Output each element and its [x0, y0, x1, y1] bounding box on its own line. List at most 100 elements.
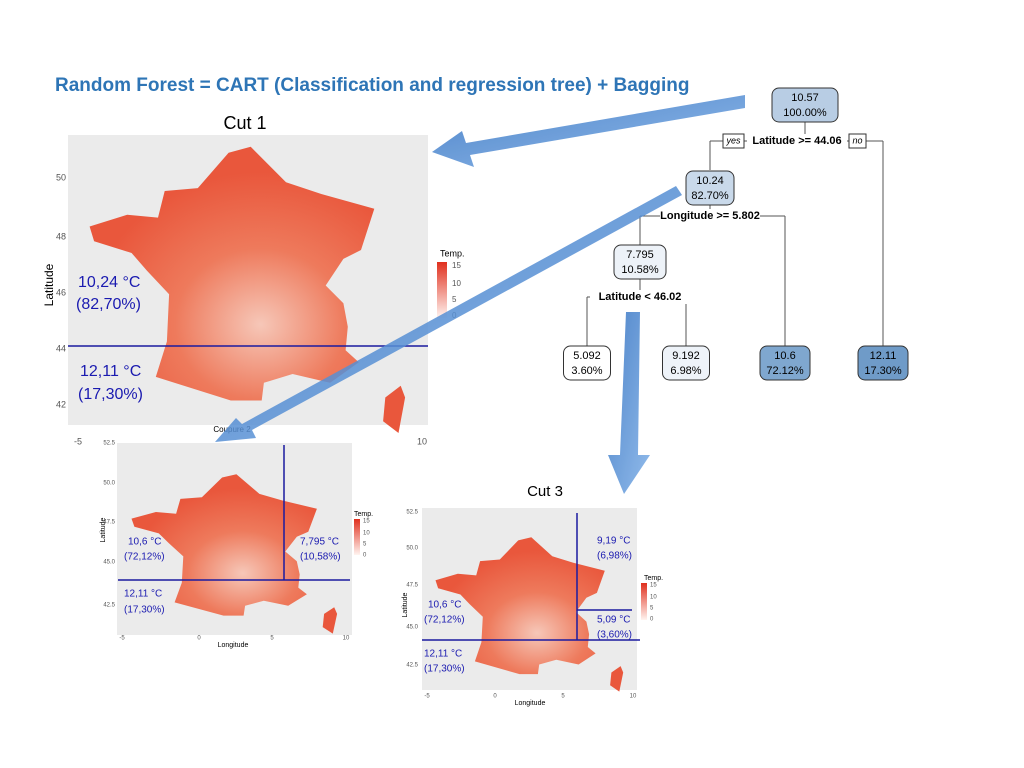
node-value: 10.24: [696, 175, 724, 187]
y-tick-label: 42.5: [406, 663, 418, 669]
legend-tick-label: 10: [650, 595, 657, 601]
x-tick-label: 10: [630, 694, 637, 700]
y-tick-label: 50: [56, 172, 66, 182]
tree-node: [771, 87, 839, 123]
region-label: (6,98%): [597, 551, 632, 562]
node-value: 12.11: [870, 350, 897, 362]
arrows: [215, 95, 745, 494]
x-axis-label: Longitude: [218, 642, 249, 649]
legend-title: Temp.: [440, 248, 465, 258]
decision-tree: 10.57 100.00% 10.24 82.70% 7.795 10.58% 5.092 3…: [563, 87, 909, 381]
arrow: [432, 95, 745, 167]
no-label: no: [852, 135, 862, 145]
tree-node: [563, 345, 611, 381]
node-value: 10.6: [774, 350, 795, 362]
no-box: [848, 133, 867, 149]
map-panel: Cut 15048464442-510LatitudeTemp.15105010…: [42, 113, 464, 447]
region-label: 10,6 °C: [428, 600, 461, 611]
x-tick-label: 0: [197, 636, 201, 642]
region-label: (17,30%): [424, 664, 465, 675]
region-label: 12,11 °C: [124, 589, 162, 600]
legend-tick-label: 5: [650, 606, 654, 612]
y-tick-label: 52.5: [103, 441, 115, 447]
legend-tick-label: 15: [452, 261, 461, 270]
node-share: 72.12%: [766, 365, 804, 377]
maps: Cut 15048464442-510LatitudeTemp.15105010…: [42, 113, 663, 710]
corsica-map: [322, 607, 338, 634]
region-label: 10,6 °C: [128, 537, 161, 548]
region-label: (10,58%): [300, 552, 341, 563]
split-label-bg: [747, 134, 847, 148]
split-label-bg: [590, 290, 690, 304]
region-label: 5,09 °C: [597, 615, 630, 626]
tree-node: [662, 345, 710, 381]
y-tick-label: 45.0: [406, 625, 418, 631]
y-tick-label: 47.5: [406, 583, 418, 589]
legend-tick-label: 5: [363, 542, 367, 548]
node-share: 10.58%: [621, 264, 659, 276]
region-label: 12,11 °C: [80, 363, 141, 380]
region-label: (82,70%): [76, 296, 141, 313]
y-tick-label: 50.0: [406, 546, 418, 552]
node-share: 6.98%: [670, 365, 701, 377]
arrow: [608, 312, 650, 494]
y-tick-label: 45.0: [103, 560, 115, 566]
tree-node: [613, 244, 667, 280]
tree-node: [685, 170, 735, 206]
y-axis-label: Latitude: [42, 263, 56, 306]
x-tick-label: -5: [74, 436, 82, 446]
split-label: Longitude >= 5.802: [660, 210, 760, 222]
legend-gradient: [354, 519, 360, 555]
y-tick-label: 52.5: [406, 510, 418, 516]
region-label: (17,30%): [78, 386, 143, 403]
node-value: 9.192: [672, 350, 700, 362]
split-label: Latitude < 46.02: [599, 291, 682, 303]
map-title: Cut 1: [223, 113, 266, 133]
legend-title: Temp.: [354, 511, 373, 518]
legend-tick-label: 10: [363, 531, 370, 537]
x-tick-label: 5: [270, 636, 274, 642]
yes-box: [722, 133, 745, 149]
region-label: 7,795 °C: [300, 537, 339, 548]
x-tick-label: 5: [561, 694, 565, 700]
y-tick-label: 50.0: [103, 481, 115, 487]
node-value: 5.092: [573, 350, 601, 362]
legend-tick-label: 5: [452, 295, 457, 304]
france-map: [89, 146, 375, 401]
y-tick-label: 42: [56, 399, 66, 409]
tree-node: [857, 345, 909, 381]
legend-tick-label: 10: [452, 279, 461, 288]
node-value: 10.57: [791, 92, 819, 104]
legend-gradient: [437, 262, 447, 318]
y-tick-label: 44: [56, 343, 66, 353]
x-tick-label: -5: [424, 694, 430, 700]
y-axis-label: Latitude: [402, 592, 409, 617]
yes-label: yes: [725, 135, 741, 145]
legend-tick-label: 0: [650, 617, 654, 623]
corsica-map: [383, 385, 406, 433]
split-label: Latitude >= 44.06: [752, 135, 841, 147]
split-label-bg: [660, 209, 760, 223]
map-panel: Coupure 252.550.047.545.042.5-50510Longi…: [95, 425, 380, 655]
x-tick-label: -5: [119, 636, 125, 642]
arrow: [215, 186, 682, 442]
tree-node: [759, 345, 811, 381]
map-panel: Cut 3 52.5 50.0 47.5 45.0 42.5 -5 0 5 10 Longitude…: [400, 483, 663, 710]
y-tick-label: 48: [56, 231, 66, 241]
node-share: 82.70%: [691, 190, 729, 202]
corsica-map: [610, 666, 624, 692]
region-label: 10,24 °C: [78, 274, 140, 291]
node-share: 17.30%: [864, 365, 902, 377]
legend-gradient: [641, 583, 647, 620]
region-label: 9,19 °C: [597, 536, 630, 547]
y-tick-label: 47.5: [103, 520, 115, 526]
y-tick-label: 46: [56, 287, 66, 297]
y-tick-label: 42.5: [103, 603, 115, 609]
map-title: Cut 3: [527, 483, 563, 500]
region-label: (72,12%): [124, 552, 165, 563]
region-label: (3,60%): [597, 630, 632, 641]
legend-tick-label: 15: [650, 583, 657, 589]
x-axis-label: Longitude: [515, 700, 546, 707]
x-tick-label: 0: [493, 694, 497, 700]
